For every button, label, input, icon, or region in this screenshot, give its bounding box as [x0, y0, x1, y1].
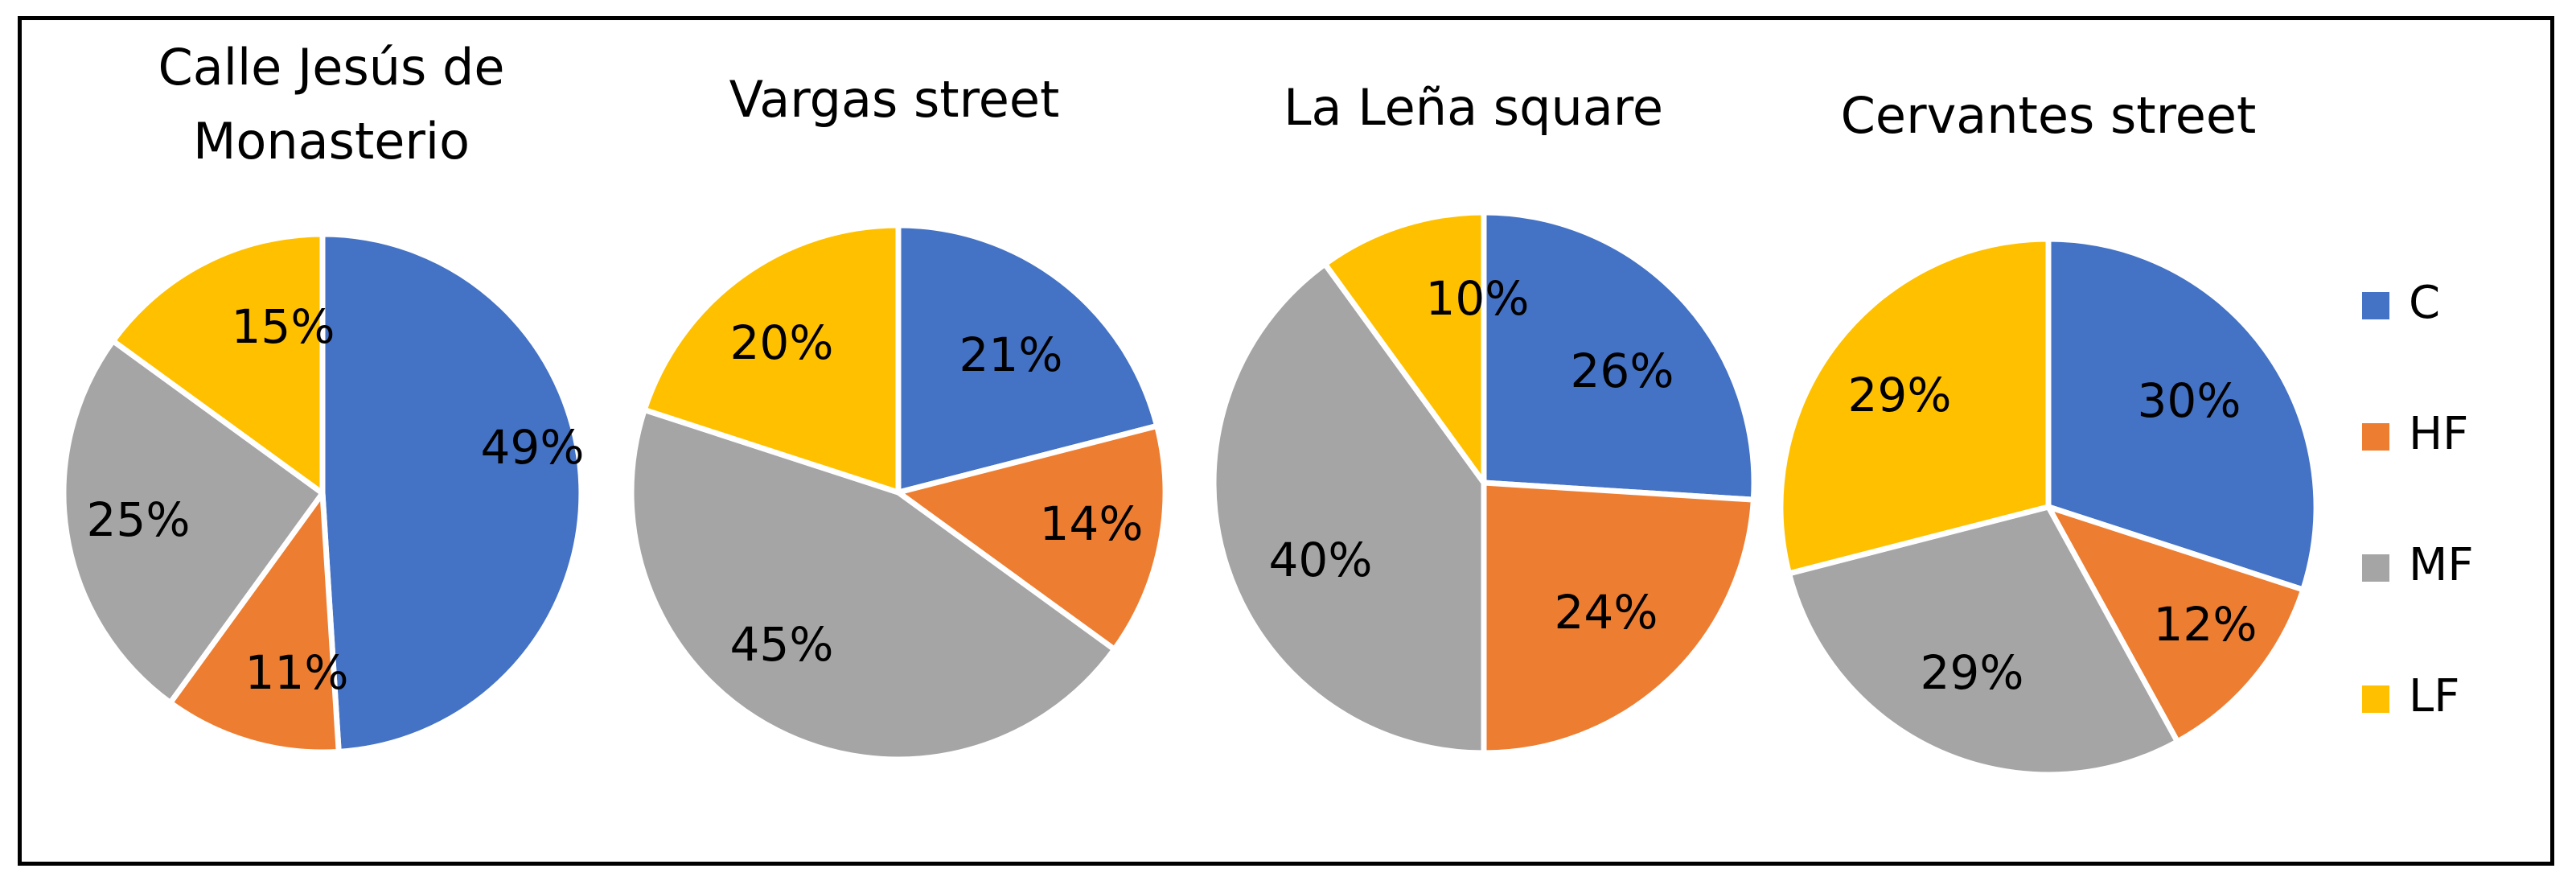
- slice-label: 26%: [1571, 344, 1674, 398]
- slice-label: 30%: [2138, 373, 2241, 428]
- pie-slice-c: [2045, 236, 2319, 593]
- slice-label: 29%: [1921, 645, 2024, 700]
- pie-slice-lf: [110, 231, 326, 496]
- slice-label: 14%: [1040, 496, 1144, 551]
- slice-label: 29%: [1848, 368, 1952, 422]
- slice-label: 15%: [232, 299, 335, 354]
- pie-slice-hf: [167, 490, 342, 755]
- slice-label: 11%: [245, 645, 349, 700]
- pie-slice-mf: [1210, 261, 1487, 756]
- pie-chart-2: Vargas street 21% 14% 45% 20%: [628, 70, 1169, 763]
- slice-label: 12%: [2154, 597, 2258, 652]
- legend-swatch-lf: [2362, 685, 2389, 713]
- figure-frame: Calle Jesús de Monasterio 49% 11% 25% 15% Varg…: [18, 16, 2554, 866]
- pie-slice-hf: [895, 422, 1169, 652]
- pie-slice-lf: [1322, 209, 1487, 486]
- slice-label: 40%: [1269, 533, 1373, 587]
- pie-slice-lf: [1777, 236, 2052, 577]
- slice-label: 21%: [959, 327, 1063, 382]
- chart-title: Vargas street: [729, 70, 1060, 129]
- pie-chart-3: La Leña square 26% 24% 40% 10%: [1210, 78, 1757, 756]
- pie-charts-figure: Calle Jesús de Monasterio 49% 11% 25% 15% Varg…: [60, 38, 2474, 778]
- chart-title: Cervantes street: [1841, 86, 2257, 145]
- pie-slice-c: [895, 222, 1161, 496]
- pie-slice-hf: [2045, 504, 2307, 745]
- legend-label: HF: [2409, 408, 2468, 460]
- slice-label: 45%: [730, 617, 834, 672]
- legend-label: MF: [2409, 539, 2474, 591]
- pie-chart-4: Cervantes street 30% 12% 29% 29%: [1777, 86, 2319, 778]
- pie-slice-mf: [60, 338, 326, 706]
- pie-chart-1: Calle Jesús de Monasterio 49% 11% 25% 15%: [60, 38, 585, 755]
- pie-slice-hf: [1481, 480, 1756, 756]
- chart-title: Calle Jesús de: [158, 38, 504, 97]
- chart-title: Monasterio: [193, 112, 470, 171]
- pie-slice-c: [319, 231, 585, 755]
- pie-slice-mf: [628, 406, 1118, 763]
- slice-label: 24%: [1555, 585, 1658, 640]
- pie-slice-lf: [641, 222, 902, 496]
- legend-swatch-mf: [2362, 554, 2389, 582]
- slice-label: 20%: [730, 315, 834, 370]
- slice-label: 25%: [87, 492, 191, 547]
- slice-label: 49%: [481, 420, 585, 475]
- legend-swatch-hf: [2362, 423, 2389, 451]
- legend-swatch-c: [2362, 292, 2389, 319]
- legend: C HF MF LF: [2362, 277, 2474, 722]
- pie-slice-c: [1481, 209, 1757, 503]
- legend-label: C: [2409, 277, 2440, 329]
- chart-title: La Leña square: [1284, 78, 1663, 137]
- pie-slice-mf: [1785, 504, 2180, 778]
- slice-label: 10%: [1426, 271, 1530, 326]
- legend-label: LF: [2409, 670, 2459, 722]
